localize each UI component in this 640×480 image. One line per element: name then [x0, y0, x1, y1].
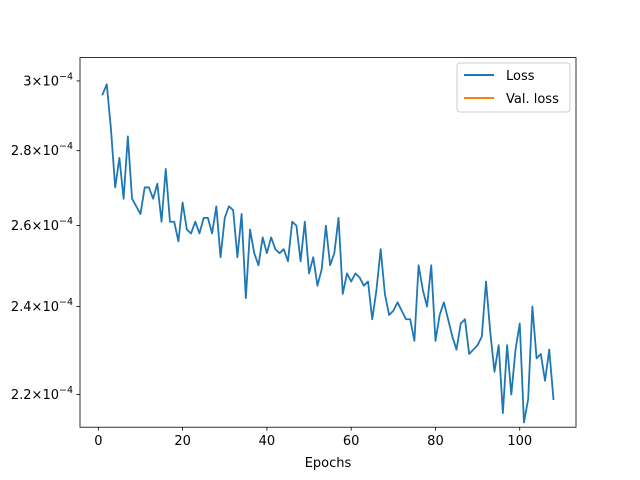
x-tick-label: 20 [174, 434, 191, 449]
x-tick-label: 40 [259, 434, 276, 449]
x-tick-label: 100 [507, 434, 532, 449]
y-tick-label: 2.4×10−4 [11, 297, 73, 315]
x-tick-label: 80 [427, 434, 444, 449]
y-tick-label: 2.6×10−4 [11, 216, 73, 234]
x-axis-label: Epochs [305, 456, 352, 471]
axes-frame [79, 57, 577, 428]
y-tick-label: 2.8×10−4 [11, 141, 73, 159]
series-layer [101, 83, 555, 424]
y-axis: 2.2×10−4 2.4×10−4 2.6×10−4 2.8×10−4 3×10−4 [11, 71, 80, 403]
series-line-loss [101, 83, 555, 424]
plot-area [79, 57, 577, 428]
y-tick-label: 3×10−4 [23, 71, 73, 89]
legend: Loss Val. loss [456, 62, 571, 113]
legend-label-val-loss: Val. loss [506, 92, 559, 107]
legend-label-loss: Loss [506, 69, 535, 84]
x-axis: 0 20 40 60 80 100 [94, 427, 532, 449]
x-tick-label: 0 [94, 434, 102, 449]
x-tick-label: 60 [343, 434, 360, 449]
y-tick-label: 2.2×10−4 [11, 385, 73, 403]
